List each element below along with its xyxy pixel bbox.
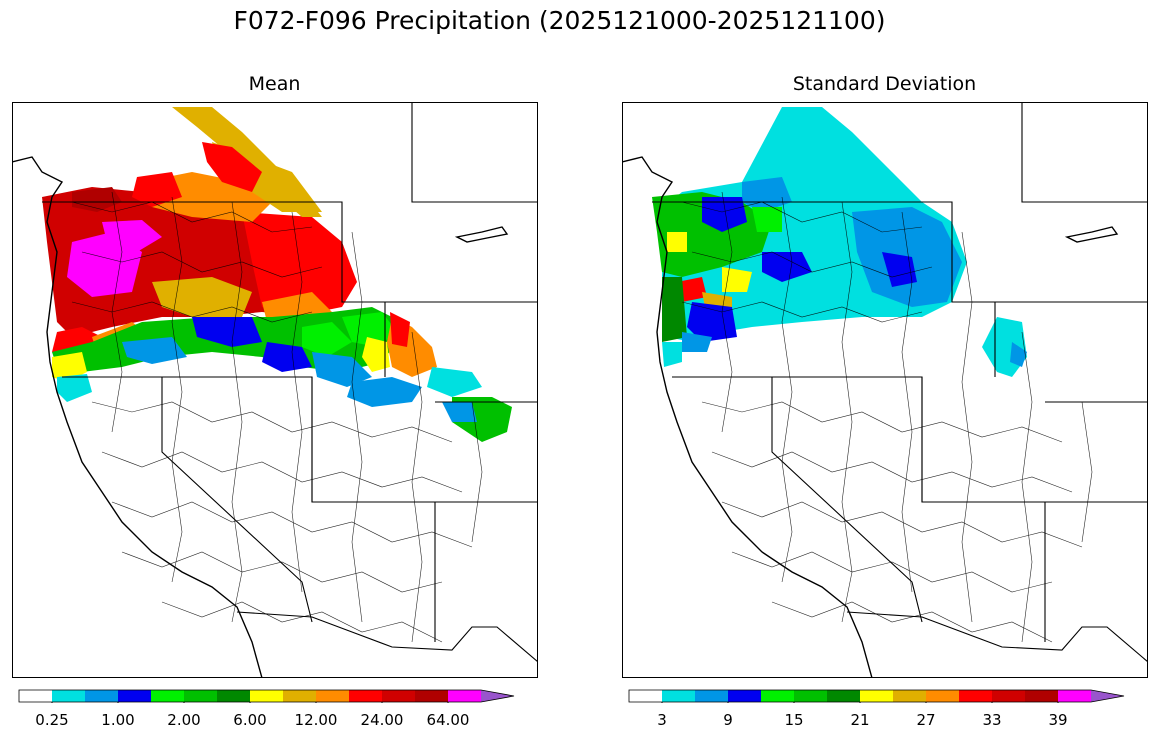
colorbar-mean-segment bbox=[19, 690, 52, 702]
colorbar-stddev-segment bbox=[695, 690, 728, 702]
colorbar-mean-tick-label: 24.00 bbox=[360, 711, 404, 729]
colorbar-stddev-segment bbox=[926, 690, 959, 702]
figure-title: F072-F096 Precipitation (2025121000-2025… bbox=[233, 6, 886, 35]
colorbar-stddev-tick-label: 15 bbox=[784, 711, 804, 729]
state-borders-mean bbox=[42, 102, 538, 663]
colorbar-mean-tick-label: 2.00 bbox=[167, 711, 201, 729]
colorbar-mean-tick-label: 0.25 bbox=[35, 711, 69, 729]
colorbar-mean-segment bbox=[184, 690, 217, 702]
colorbar-stddev-segment bbox=[662, 690, 695, 702]
state-borders-stddev bbox=[652, 102, 1148, 663]
coastline-mean bbox=[12, 156, 509, 678]
colorbar-mean-segment bbox=[250, 690, 283, 702]
colorbar-stddev-segment bbox=[827, 690, 860, 702]
colorbar-mean-outline bbox=[18, 689, 515, 703]
colorbar-stddev-segment bbox=[1091, 690, 1124, 702]
coastline-stddev bbox=[622, 156, 1119, 678]
colorbar-stddev-tick-label: 39 bbox=[1048, 711, 1068, 729]
precip-shading-stddev bbox=[652, 107, 1027, 377]
colorbar-stddev-segment bbox=[761, 690, 794, 702]
colorbar-mean-segment bbox=[349, 690, 382, 702]
colorbar-stddev-tick-label: 3 bbox=[657, 711, 667, 729]
colorbar-mean-tick-label: 64.00 bbox=[426, 711, 470, 729]
colorbar-stddev-tick-label: 21 bbox=[850, 711, 870, 729]
colorbar-mean-segment bbox=[118, 690, 151, 702]
colorbar-mean-tick-label: 1.00 bbox=[101, 711, 135, 729]
colorbar-stddev-tick-label: 27 bbox=[916, 711, 936, 729]
map-mean bbox=[12, 102, 538, 678]
colorbar-stddev-segment bbox=[1025, 690, 1058, 702]
colorbar-mean-segment bbox=[85, 690, 118, 702]
colorbar-stddev-segment bbox=[728, 690, 761, 702]
colorbar-mean-segment bbox=[151, 690, 184, 702]
colorbar-stddev-segment bbox=[794, 690, 827, 702]
basin-outlines-mean bbox=[71, 191, 483, 643]
colorbar-mean-tick-label: 6.00 bbox=[233, 711, 267, 729]
colorbar-stddev-tick-label: 9 bbox=[723, 711, 733, 729]
colorbar-stddev-segment bbox=[1058, 690, 1091, 702]
colorbar-mean-tick-label: 12.00 bbox=[294, 711, 338, 729]
colorbar-stddev-outline bbox=[628, 689, 1125, 703]
colorbar-mean bbox=[18, 689, 515, 703]
colorbar-stddev bbox=[628, 689, 1125, 703]
colorbar-stddev-tick-label: 33 bbox=[982, 711, 1002, 729]
map-stddev bbox=[622, 102, 1148, 678]
colorbar-stddev-segment bbox=[893, 690, 926, 702]
colorbar-stddev-segment bbox=[959, 690, 992, 702]
colorbar-stddev-segment bbox=[992, 690, 1025, 702]
colorbar-mean-segment bbox=[382, 690, 415, 702]
colorbar-mean-segment bbox=[481, 690, 514, 702]
panel-title-mean: Mean bbox=[248, 73, 301, 95]
panel-title-stddev: Standard Deviation bbox=[792, 73, 977, 95]
basin-outlines-stddev bbox=[681, 191, 1093, 643]
colorbar-mean-segment bbox=[448, 690, 481, 702]
colorbar-mean-segment bbox=[415, 690, 448, 702]
colorbar-mean-segment bbox=[283, 690, 316, 702]
colorbar-stddev-segment bbox=[629, 690, 662, 702]
colorbar-mean-segment bbox=[52, 690, 85, 702]
colorbar-mean-segment bbox=[316, 690, 349, 702]
precip-shading-mean bbox=[42, 107, 512, 442]
colorbar-stddev-segment bbox=[860, 690, 893, 702]
colorbar-mean-segment bbox=[217, 690, 250, 702]
